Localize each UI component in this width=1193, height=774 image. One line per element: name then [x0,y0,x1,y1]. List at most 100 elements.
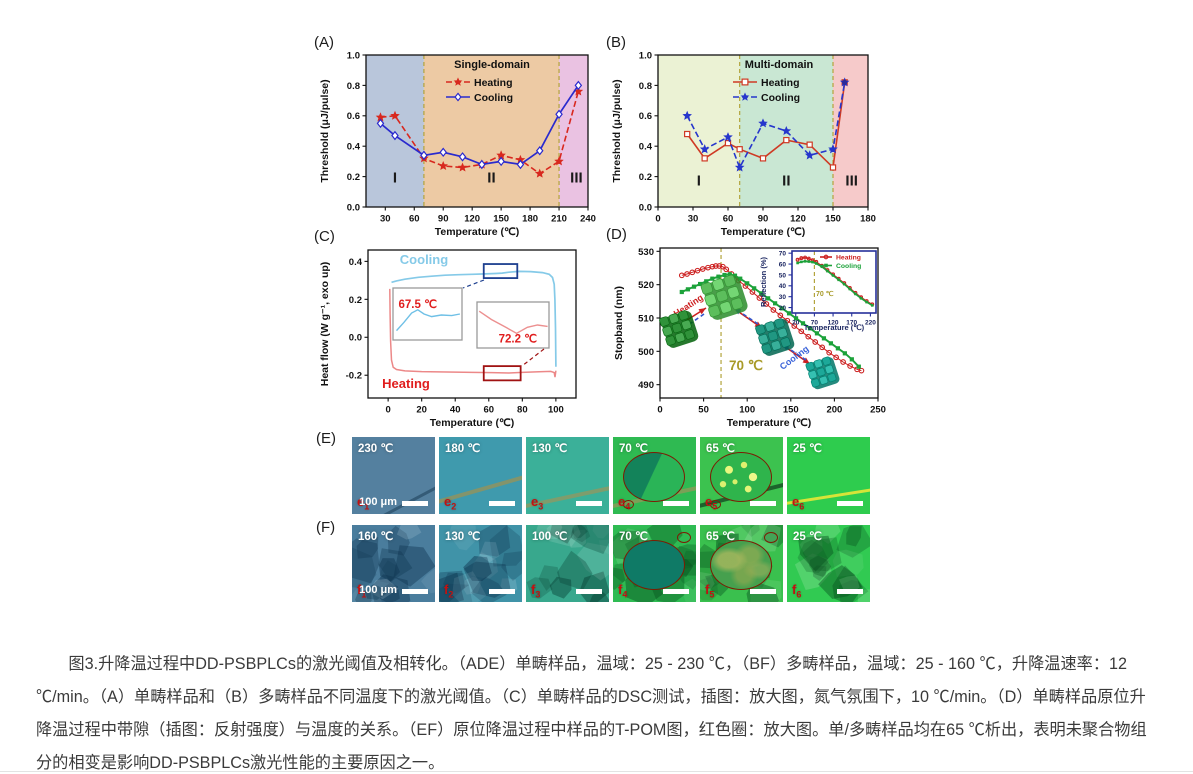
svg-text:Cooling: Cooling [761,92,800,104]
svg-text:20: 20 [416,405,427,416]
temperature-label: 25 ℃ [793,443,822,455]
svg-text:0.4: 0.4 [639,142,653,153]
svg-text:70 ℃: 70 ℃ [816,290,834,298]
svg-text:I: I [697,173,701,190]
svg-text:0: 0 [657,405,662,416]
svg-text:1.0: 1.0 [347,50,360,61]
svg-text:72.2 ℃: 72.2 ℃ [499,332,538,345]
svg-text:70: 70 [811,320,819,327]
micrograph-index-label: f1 [357,582,367,600]
svg-text:Heating: Heating [761,77,800,89]
temperature-label: 130 ℃ [532,443,568,455]
svg-text:Cooling: Cooling [474,92,513,104]
scale-bar [837,589,863,594]
micrograph-f3: 100 ℃ f3 [526,525,609,602]
scale-bar [489,589,515,594]
scale-bar [402,501,428,506]
svg-text:510: 510 [638,313,654,324]
svg-text:150: 150 [493,214,509,225]
svg-text:90: 90 [758,214,769,225]
svg-text:Heating: Heating [836,254,861,261]
micrograph-f4: 70 ℃ f4 [613,525,696,602]
svg-text:Heating: Heating [474,77,513,89]
svg-text:70 ℃: 70 ℃ [729,358,764,373]
svg-text:67.5 ℃: 67.5 ℃ [399,298,438,311]
svg-text:Multi-domain: Multi-domain [745,59,814,71]
scale-bar [576,589,602,594]
svg-text:40: 40 [779,283,787,290]
svg-text:0.8: 0.8 [347,81,360,92]
svg-text:120: 120 [828,320,839,327]
svg-text:220: 220 [865,320,876,327]
svg-text:170: 170 [846,320,857,327]
temperature-label: 130 ℃ [445,531,481,543]
micrograph-e3: 130 ℃ e3 [526,437,609,514]
temperature-label: 180 ℃ [445,443,481,455]
svg-text:Single-domain: Single-domain [454,59,530,71]
lattice-structure-icon [805,356,840,390]
temperature-label: 100 ℃ [532,531,568,543]
svg-text:0.4: 0.4 [347,142,361,153]
svg-text:Heating: Heating [382,376,430,391]
micrograph-f6: 25 ℃ f6 [787,525,870,602]
callout-origin-circle [623,500,634,509]
svg-text:0.0: 0.0 [639,202,652,213]
scale-bar [402,589,428,594]
micrograph-index-label: f6 [792,582,802,600]
svg-text:0.6: 0.6 [639,111,652,122]
panel-c-label: (C) [314,228,335,245]
svg-text:Temperature (℃): Temperature (℃) [430,417,515,429]
scale-bar [837,501,863,506]
temperature-label: 70 ℃ [619,443,648,455]
micrograph-e5: 65 ℃ e5 [700,437,783,514]
magnified-region-ellipse [710,452,772,502]
svg-text:0.0: 0.0 [349,333,362,344]
svg-text:Reflection (%): Reflection (%) [759,257,768,308]
svg-text:60: 60 [779,261,787,268]
micrograph-index-label: e3 [531,494,544,512]
svg-text:100: 100 [739,405,755,416]
temperature-label: 70 ℃ [619,531,648,543]
micrograph-index-label: e2 [444,494,457,512]
svg-text:II: II [487,170,495,187]
svg-text:150: 150 [783,405,799,416]
micrograph-e2: 180 ℃ e2 [439,437,522,514]
svg-text:120: 120 [790,214,806,225]
svg-text:III: III [845,173,858,190]
svg-text:120: 120 [464,214,480,225]
scale-bar [576,501,602,506]
svg-text:20: 20 [792,320,800,327]
svg-text:20: 20 [779,305,787,312]
svg-text:60: 60 [483,405,494,416]
micrograph-e4: 70 ℃ e4 [613,437,696,514]
svg-text:60: 60 [409,214,420,225]
panel-b-chart: 0 30 60 90 120 150 180 0.0 0.2 0.4 0.6 0.8 1.0 Temper… [611,50,876,238]
svg-text:530: 530 [638,247,654,258]
micrograph-index-label: e4 [618,494,631,512]
domain-texture [439,525,522,602]
svg-text:0: 0 [385,405,390,416]
svg-text:520: 520 [638,280,654,291]
figure-caption: 图3.升降温过程中DD-PSBPLCs的激光阈值及相转化。（ADE）单畴样品，温… [36,655,1147,772]
svg-text:Threshold (μJ/pulse): Threshold (μJ/pulse) [611,79,623,182]
micrograph-index-label: f3 [531,582,541,600]
svg-text:50: 50 [698,405,709,416]
micrograph-index-label: e5 [705,494,718,512]
svg-text:30: 30 [779,294,787,301]
divider [0,771,1193,772]
micrograph-index-label: f4 [618,582,628,600]
svg-text:Temperature (℃): Temperature (℃) [435,226,520,238]
svg-text:Cooling: Cooling [400,252,448,267]
svg-text:Temperature (℃): Temperature (℃) [804,323,865,332]
temperature-label: 65 ℃ [706,531,735,543]
svg-text:50: 50 [779,272,787,279]
callout-origin-circle [764,532,778,543]
svg-text:I: I [393,170,397,187]
magnified-region-ellipse [710,540,772,590]
svg-text:Cooling: Cooling [836,263,861,270]
svg-text:60: 60 [723,214,734,225]
domain-texture [526,525,609,602]
svg-text:100: 100 [548,405,564,416]
micrograph-index-label: f5 [705,582,715,600]
